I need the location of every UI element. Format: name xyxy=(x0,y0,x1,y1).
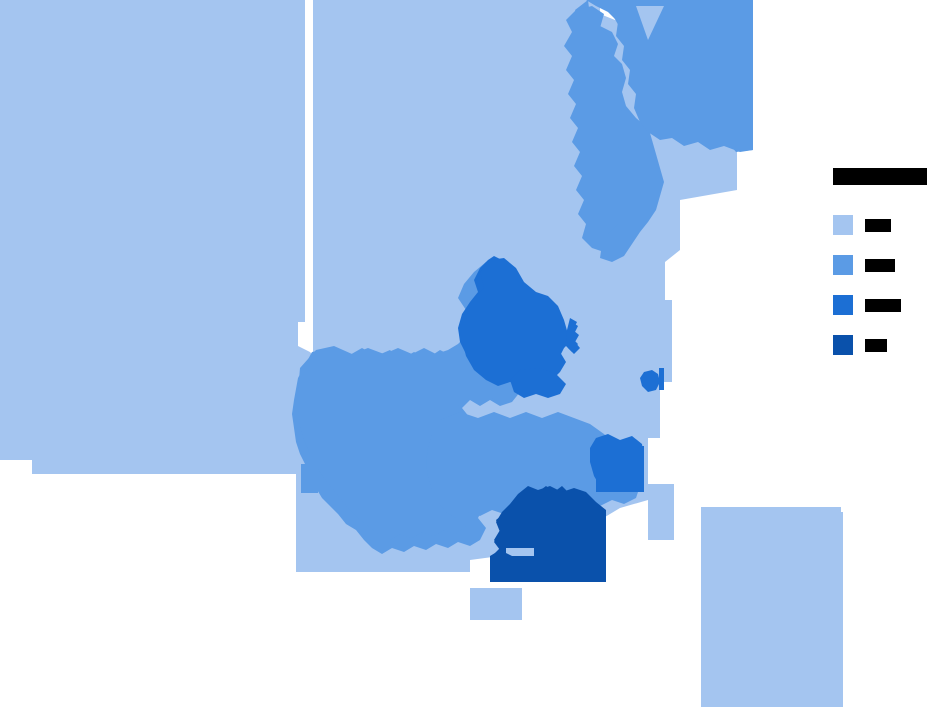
map-legend xyxy=(833,168,927,375)
region-east-small-enclave[interactable] xyxy=(640,370,660,392)
legend-label-class-1 xyxy=(865,218,891,232)
region-east-narrow-strip[interactable] xyxy=(648,484,674,540)
legend-item-class-2[interactable] xyxy=(833,255,927,275)
region-southeast-block[interactable] xyxy=(701,507,841,707)
legend-swatch-class-3 xyxy=(833,295,853,315)
region-southeast-sliver[interactable] xyxy=(831,512,843,707)
region-southeast-core-block[interactable] xyxy=(596,446,644,492)
legend-swatch-class-2 xyxy=(833,255,853,275)
region-west-small-enclave[interactable] xyxy=(301,464,318,493)
region-west-lower-block[interactable] xyxy=(32,322,298,474)
region-central-main[interactable] xyxy=(462,258,568,386)
region-central-south-lobe[interactable] xyxy=(510,368,566,398)
region-northwest-block[interactable] xyxy=(0,0,305,322)
legend-swatch-class-4 xyxy=(833,335,853,355)
region-northeast-lower-tongue[interactable] xyxy=(564,6,624,252)
legend-label-class-3 xyxy=(865,298,901,312)
region-south-core-strip[interactable] xyxy=(492,560,606,582)
legend-item-class-1[interactable] xyxy=(833,215,927,235)
region-east-enclave-bar[interactable] xyxy=(659,368,664,390)
region-northeast-main[interactable] xyxy=(586,0,753,152)
region-north-inner-notch[interactable] xyxy=(636,6,664,40)
region-south-core-body[interactable] xyxy=(490,486,606,582)
legend-item-class-3[interactable] xyxy=(833,295,927,315)
region-central-antenna[interactable] xyxy=(566,318,580,354)
region-south-core-inlet[interactable] xyxy=(506,548,534,556)
region-south-detached-square[interactable] xyxy=(470,588,522,620)
legend-title-redacted xyxy=(833,168,927,185)
legend-item-class-4[interactable] xyxy=(833,335,927,355)
legend-swatch-class-1 xyxy=(833,215,853,235)
region-south-central-cluster[interactable] xyxy=(426,412,640,518)
legend-label-class-2 xyxy=(865,258,895,272)
legend-label-class-4 xyxy=(865,338,887,352)
